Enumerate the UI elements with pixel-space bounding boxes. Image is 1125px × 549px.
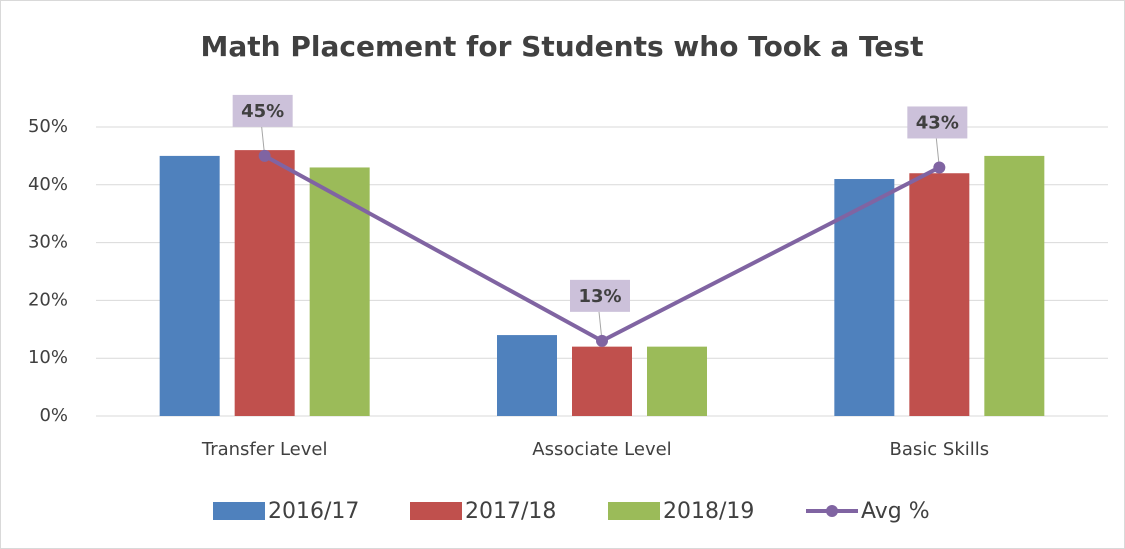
bar — [159, 155, 220, 416]
legend-swatch — [608, 502, 660, 520]
bar — [909, 173, 970, 416]
avg-marker — [933, 161, 946, 174]
data-label: 43% — [916, 112, 959, 133]
data-label: 13% — [578, 286, 621, 307]
chart-title: Math Placement for Students who Took a T… — [201, 30, 924, 63]
y-tick-label: 30% — [28, 232, 68, 253]
legend-label: Avg % — [861, 499, 930, 524]
data-label: 45% — [241, 101, 284, 122]
x-tick-label: Associate Level — [532, 439, 671, 460]
legend-label: 2017/18 — [465, 499, 556, 524]
legend-marker — [826, 505, 838, 517]
y-tick-label: 20% — [28, 289, 68, 310]
bar — [234, 150, 295, 416]
legend-swatch — [213, 502, 265, 520]
avg-marker — [596, 334, 608, 347]
y-tick-label: 40% — [28, 174, 68, 195]
y-tick-label: 0% — [39, 405, 68, 426]
legend-label: 2018/19 — [663, 499, 754, 524]
legend-label: 2016/17 — [268, 499, 359, 524]
data-label-box — [907, 106, 968, 139]
data-label-box — [232, 94, 293, 127]
avg-marker — [258, 149, 271, 162]
data-label-box — [570, 279, 630, 312]
bar — [572, 346, 632, 416]
bar — [309, 167, 370, 416]
y-tick-label: 10% — [28, 347, 68, 368]
y-tick-label: 50% — [28, 116, 68, 137]
legend-swatch — [410, 502, 462, 520]
bar — [497, 335, 557, 416]
bar — [647, 346, 707, 416]
x-tick-label: Basic Skills — [890, 439, 990, 460]
bar — [984, 155, 1045, 416]
x-tick-label: Transfer Level — [201, 439, 328, 460]
